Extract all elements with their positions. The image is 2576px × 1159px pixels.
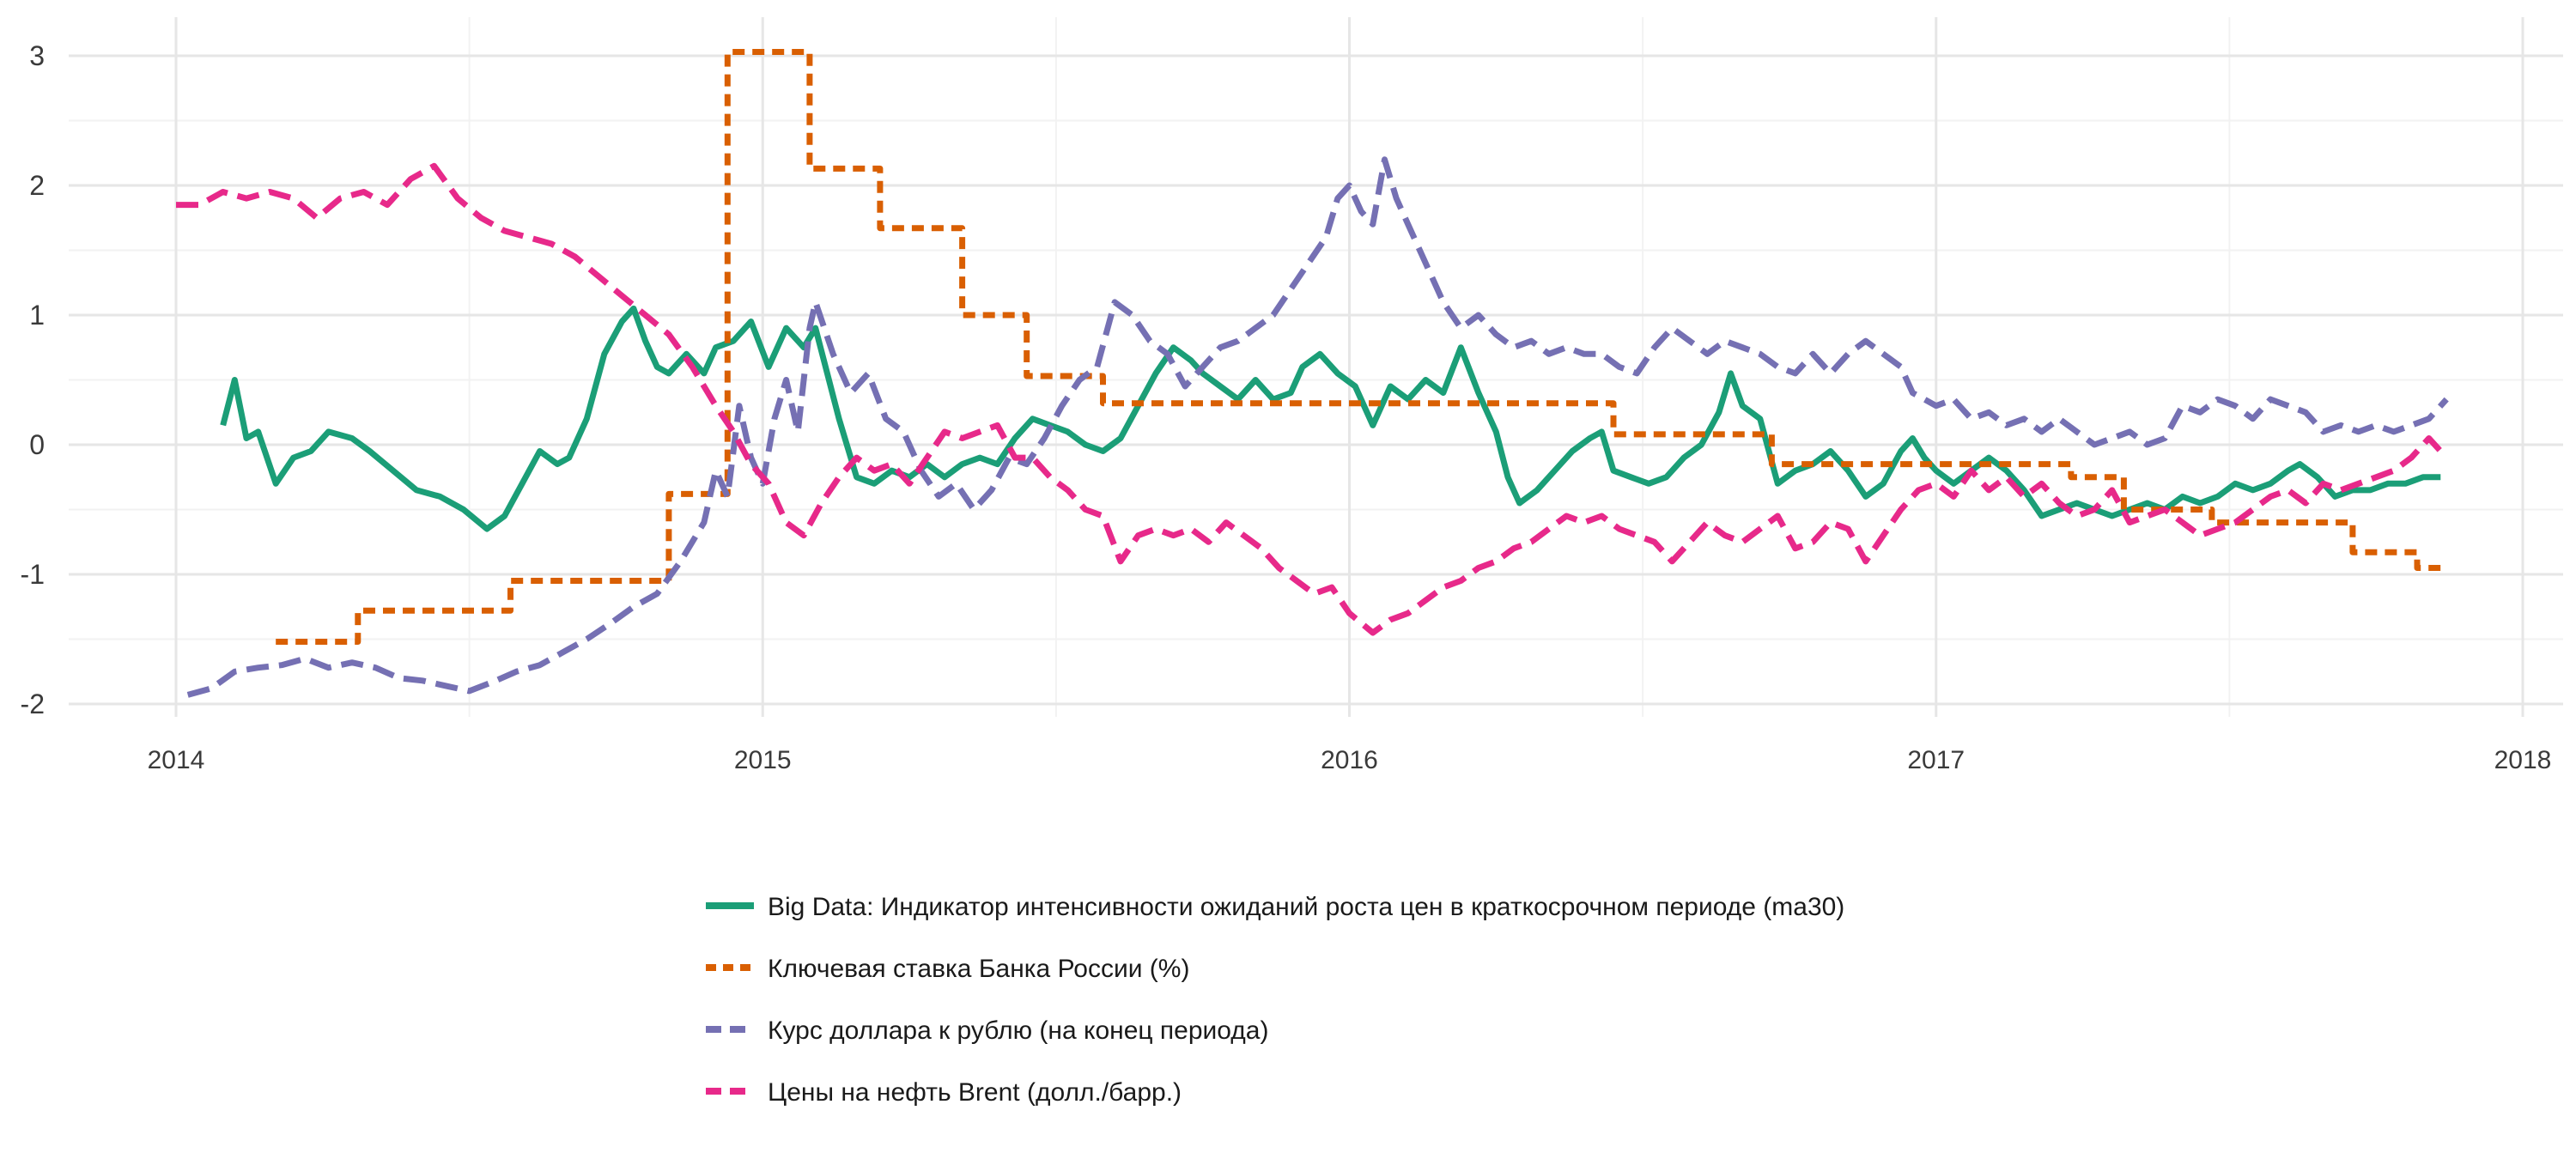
y-tick-label: 1	[29, 300, 45, 331]
axes: -2 -1 0 1 2 3 2014 2015 2016 2017 2018	[21, 40, 2552, 774]
x-tick-label: 2018	[2494, 746, 2552, 774]
legend-label: Ключевая ставка Банка России (%)	[768, 955, 1189, 983]
x-tick-label: 2015	[734, 746, 792, 774]
legend-label: Цены на нефть Brent (долл./барр.)	[768, 1078, 1182, 1107]
legend-label: Курс доллара к рублю (на конец периода)	[768, 1016, 1268, 1045]
y-tick-label: -2	[21, 689, 45, 719]
legend-label: Big Data: Индикатор интенсивности ожидан…	[768, 893, 1844, 921]
y-tick-label: -1	[21, 559, 45, 590]
x-tick-label: 2017	[1907, 746, 1965, 774]
series-line	[176, 162, 2449, 636]
series-line	[220, 305, 2441, 532]
x-tick-label: 2014	[148, 746, 205, 774]
legend: Big Data: Индикатор интенсивности ожидан…	[706, 893, 1844, 1107]
x-tick-label: 2016	[1321, 746, 1378, 774]
series-layer	[176, 49, 2449, 698]
y-tick-label: 0	[29, 429, 45, 460]
y-tick-label: 2	[29, 170, 45, 201]
series-line	[276, 49, 2447, 645]
series-line	[186, 156, 2449, 698]
grid	[69, 17, 2563, 717]
y-tick-label: 3	[29, 40, 45, 71]
